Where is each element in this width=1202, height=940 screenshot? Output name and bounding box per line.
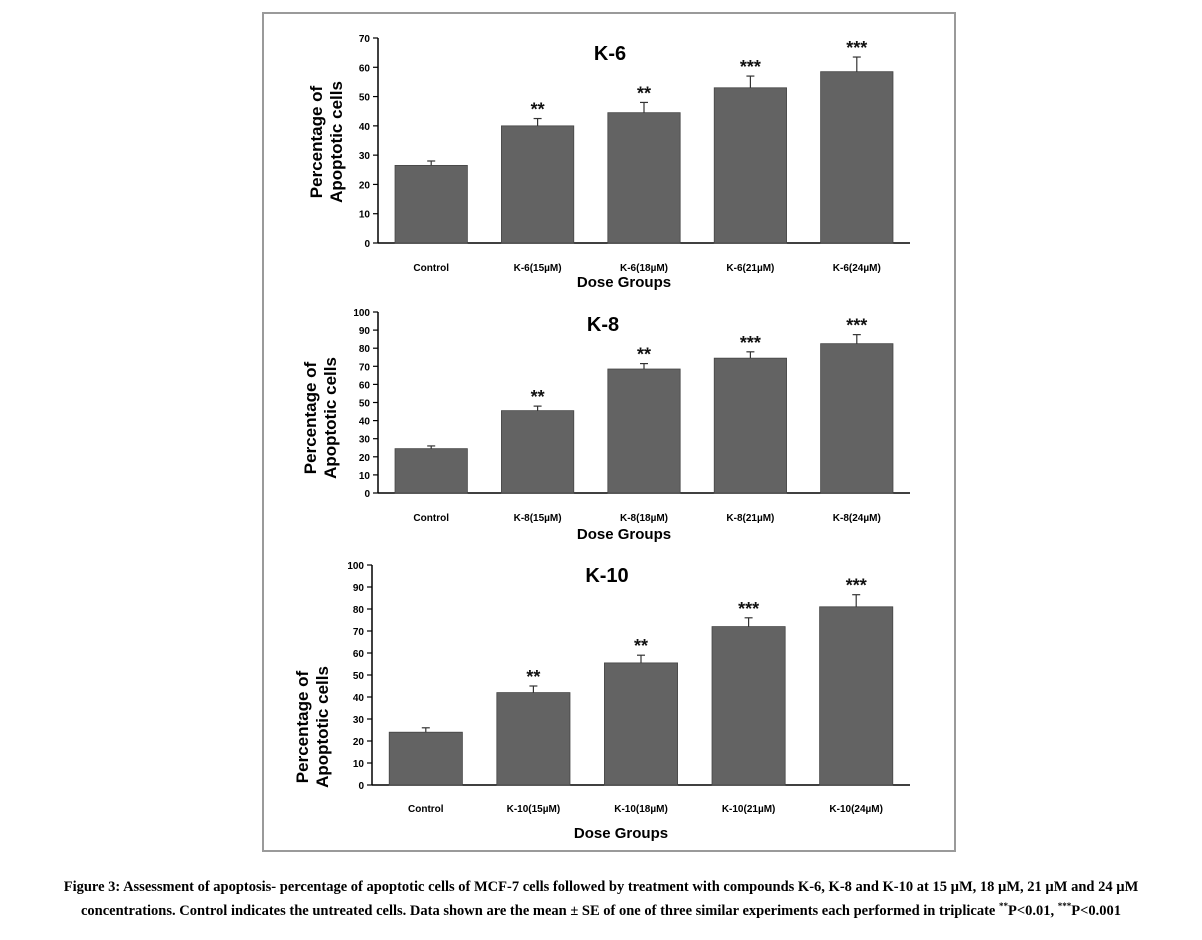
charts-canvas: 0 10 20 30 40 50 60 70 Control ** K-6(15µM) ** K-6(1… <box>293 34 910 842</box>
x-axis-label: Dose Groups <box>577 274 671 291</box>
y-axis-label: Percentage of Apoptotic cells <box>307 81 346 203</box>
bar-0 <box>394 448 468 494</box>
y-tick-label: 0 <box>364 489 370 500</box>
bar-3 <box>713 87 787 244</box>
bar-1 <box>501 125 575 244</box>
category-label-2: K-10(18µM) <box>614 804 668 815</box>
y-tick-label: 100 <box>353 308 370 319</box>
y-tick-label: 30 <box>359 151 371 162</box>
category-label-2: K-6(18µM) <box>620 263 668 274</box>
chart-k-6: 0 10 20 30 40 50 60 70 Control ** K-6(15µM) ** K-6(1… <box>307 34 910 291</box>
caption-sup-double-star: ** <box>998 901 1008 911</box>
bar-4 <box>820 343 894 494</box>
y-tick-label: 10 <box>353 759 365 770</box>
category-label-1: K-6(15µM) <box>514 263 562 274</box>
y-axis-label: Percentage of Apoptotic cells <box>293 666 332 788</box>
y-tick-label: 30 <box>359 435 371 446</box>
category-label-4: K-10(24µM) <box>829 804 883 815</box>
category-label-3: K-8(21µM) <box>726 513 774 524</box>
category-label-0: Control <box>413 263 449 274</box>
y-tick-label: 40 <box>359 122 371 133</box>
caption-text: Figure 3: Assessment of apoptosis- perce… <box>63 879 1139 919</box>
y-tick-label: 10 <box>359 471 371 482</box>
bar-0 <box>388 731 463 786</box>
bar-1 <box>501 410 575 494</box>
significance-marker-2: ** <box>637 83 651 103</box>
y-tick-label: 50 <box>359 93 371 104</box>
x-axis-label: Dose Groups <box>577 526 671 543</box>
y-tick-label: 50 <box>353 671 365 682</box>
y-tick-label: 0 <box>358 781 364 792</box>
y-tick-label: 80 <box>359 344 371 355</box>
category-label-0: Control <box>408 804 444 815</box>
y-tick-label: 20 <box>359 453 371 464</box>
y-tick-label: 10 <box>359 210 371 221</box>
category-label-3: K-10(21µM) <box>722 804 776 815</box>
caption-p-value-1: P<0.01, <box>1007 902 1058 919</box>
significance-marker-4: *** <box>846 316 867 336</box>
chart-k-8: 0 10 20 30 40 50 60 70 80 90 100 Control ** K-8(15µM)… <box>301 308 910 543</box>
significance-marker-2: ** <box>637 345 651 365</box>
category-label-2: K-8(18µM) <box>620 513 668 524</box>
significance-marker-3: *** <box>740 57 761 77</box>
significance-marker-2: ** <box>634 636 648 656</box>
y-tick-label: 40 <box>359 417 371 428</box>
y-tick-label: 70 <box>359 362 371 373</box>
bar-1 <box>496 692 571 786</box>
chart-title: K-10 <box>585 565 628 587</box>
y-axis-label-line1: Percentage of <box>301 361 320 474</box>
significance-marker-1: ** <box>526 667 540 687</box>
y-axis-label-line1: Percentage of <box>293 670 312 783</box>
category-label-1: K-10(15µM) <box>507 804 561 815</box>
significance-marker-3: *** <box>740 333 761 353</box>
y-tick-label: 90 <box>359 326 371 337</box>
y-tick-label: 0 <box>364 239 370 250</box>
y-axis-label-line2: Apoptotic cells <box>313 666 332 788</box>
significance-marker-4: *** <box>846 576 867 596</box>
y-tick-label: 60 <box>359 380 371 391</box>
bar-2 <box>607 368 681 494</box>
y-tick-label: 20 <box>353 737 365 748</box>
bar-3 <box>711 626 786 786</box>
y-axis-label: Percentage of Apoptotic cells <box>301 357 340 479</box>
category-label-4: K-6(24µM) <box>833 263 881 274</box>
bar-2 <box>607 112 681 244</box>
y-tick-label: 50 <box>359 399 371 410</box>
chart-title: K-8 <box>587 314 619 336</box>
y-axis-label-line1: Percentage of <box>307 85 326 198</box>
bar-0 <box>394 164 468 244</box>
category-label-0: Control <box>413 513 449 524</box>
bar-4 <box>820 71 894 244</box>
y-tick-label: 30 <box>353 715 365 726</box>
significance-marker-1: ** <box>531 387 545 407</box>
chart-k-10: 0 10 20 30 40 50 60 70 80 90 100 Control ** K-10(15µM… <box>293 561 910 842</box>
significance-marker-3: *** <box>738 599 759 619</box>
y-tick-label: 60 <box>359 63 371 74</box>
y-axis-label-line2: Apoptotic cells <box>327 81 346 203</box>
significance-marker-4: *** <box>846 38 867 58</box>
bar-4 <box>819 606 894 786</box>
figure-caption: Figure 3: Assessment of apoptosis- perce… <box>20 878 1182 921</box>
bar-2 <box>604 662 678 786</box>
y-tick-label: 90 <box>353 583 365 594</box>
x-axis-label: Dose Groups <box>574 825 668 842</box>
caption-p-value-2: P<0.001 <box>1071 902 1121 919</box>
caption-sup-triple-star: *** <box>1057 901 1072 911</box>
y-tick-label: 70 <box>359 34 371 45</box>
y-tick-label: 20 <box>359 180 371 191</box>
significance-marker-1: ** <box>531 100 545 120</box>
y-tick-label: 40 <box>353 693 365 704</box>
y-tick-label: 80 <box>353 605 365 616</box>
y-tick-label: 100 <box>347 561 364 572</box>
y-axis-label-line2: Apoptotic cells <box>321 357 340 479</box>
category-label-1: K-8(15µM) <box>514 513 562 524</box>
chart-title: K-6 <box>594 43 626 65</box>
y-tick-label: 70 <box>353 627 365 638</box>
y-tick-label: 60 <box>353 649 365 660</box>
category-label-3: K-6(21µM) <box>726 263 774 274</box>
category-label-4: K-8(24µM) <box>833 513 881 524</box>
bar-3 <box>713 357 787 494</box>
